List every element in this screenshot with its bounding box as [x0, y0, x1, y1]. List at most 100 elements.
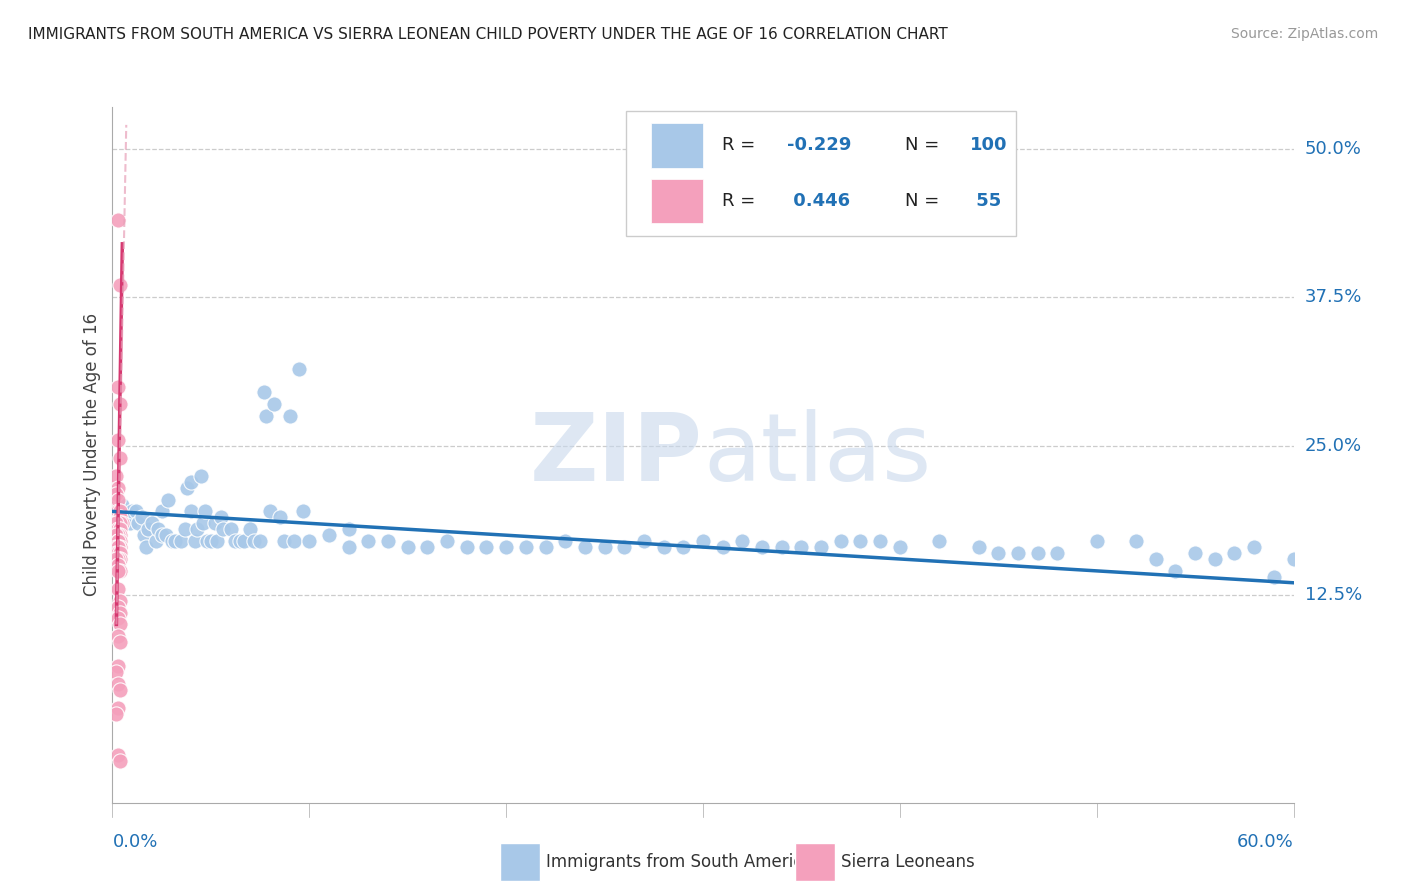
Point [150, 528, 173, 542]
Point [176, 481, 198, 495]
Point [107, 558, 129, 572]
Point [110, 278, 132, 293]
Point [1263, 570, 1285, 584]
Point [107, 540, 129, 554]
Point [110, 564, 132, 578]
Point [515, 540, 537, 554]
Text: 25.0%: 25.0% [1305, 437, 1362, 455]
Text: 0.446: 0.446 [787, 192, 851, 210]
Point [195, 534, 218, 549]
Point [105, 528, 128, 542]
Y-axis label: Child Poverty Under the Age of 16: Child Poverty Under the Age of 16 [83, 313, 101, 597]
Point [110, 397, 132, 411]
Point [110, 552, 132, 566]
Point [110, 522, 132, 536]
FancyBboxPatch shape [501, 843, 540, 880]
Text: -0.229: -0.229 [787, 136, 851, 154]
Point [211, 522, 233, 536]
Point [107, 379, 129, 393]
Text: Immigrants from South America: Immigrants from South America [546, 853, 813, 871]
Point [141, 516, 163, 531]
Point [107, 481, 129, 495]
Text: N =: N = [905, 192, 945, 210]
Point [1007, 546, 1029, 560]
Point [105, 665, 128, 679]
Point [810, 540, 832, 554]
Point [107, 552, 129, 566]
Point [259, 504, 281, 518]
Point [180, 475, 202, 489]
Point [105, 486, 128, 500]
Point [107, 677, 129, 691]
Point [110, 593, 132, 607]
Point [205, 534, 228, 549]
Point [318, 528, 340, 542]
Text: 100: 100 [970, 136, 1008, 154]
Point [145, 534, 167, 549]
Point [107, 516, 129, 531]
Point [633, 534, 655, 549]
Point [110, 510, 132, 524]
Point [209, 510, 232, 524]
Point [219, 522, 242, 536]
Point [229, 534, 252, 549]
Text: Source: ZipAtlas.com: Source: ZipAtlas.com [1230, 27, 1378, 41]
Point [967, 540, 990, 554]
Text: 60.0%: 60.0% [1237, 832, 1294, 851]
Point [1046, 546, 1069, 560]
Point [377, 534, 399, 549]
Point [692, 534, 714, 549]
Point [110, 546, 132, 560]
Point [105, 552, 128, 566]
Point [110, 534, 132, 549]
FancyBboxPatch shape [796, 843, 835, 880]
Point [107, 700, 129, 714]
Point [456, 540, 478, 554]
Point [180, 504, 202, 518]
Point [107, 611, 129, 625]
Point [711, 540, 734, 554]
Point [191, 516, 214, 531]
Point [869, 534, 891, 549]
Point [1144, 552, 1167, 566]
Text: N =: N = [905, 136, 945, 154]
Text: 50.0%: 50.0% [1305, 140, 1361, 158]
Point [146, 522, 169, 536]
Point [233, 534, 256, 549]
Point [105, 706, 128, 721]
Point [194, 504, 217, 518]
Point [107, 629, 129, 643]
Point [554, 534, 576, 549]
Point [278, 409, 301, 424]
Point [357, 534, 380, 549]
Point [249, 534, 271, 549]
Point [204, 516, 226, 531]
Point [1243, 540, 1265, 554]
Point [107, 528, 129, 542]
Text: atlas: atlas [703, 409, 931, 501]
FancyBboxPatch shape [626, 111, 1017, 235]
Point [110, 754, 132, 768]
Point [107, 534, 129, 549]
Point [593, 540, 616, 554]
Point [110, 682, 132, 697]
Point [107, 599, 129, 614]
Point [186, 522, 208, 536]
Point [574, 540, 596, 554]
Point [136, 522, 159, 536]
Point [110, 635, 132, 649]
Point [107, 504, 129, 518]
Point [337, 522, 360, 536]
Point [107, 213, 129, 227]
Point [283, 534, 305, 549]
Point [751, 540, 773, 554]
Point [273, 534, 295, 549]
Point [131, 510, 153, 524]
Point [120, 516, 142, 531]
Text: 0.0%: 0.0% [112, 832, 157, 851]
Point [288, 361, 311, 376]
Point [672, 540, 695, 554]
Text: R =: R = [721, 192, 761, 210]
Point [107, 433, 129, 447]
Point [253, 385, 276, 400]
